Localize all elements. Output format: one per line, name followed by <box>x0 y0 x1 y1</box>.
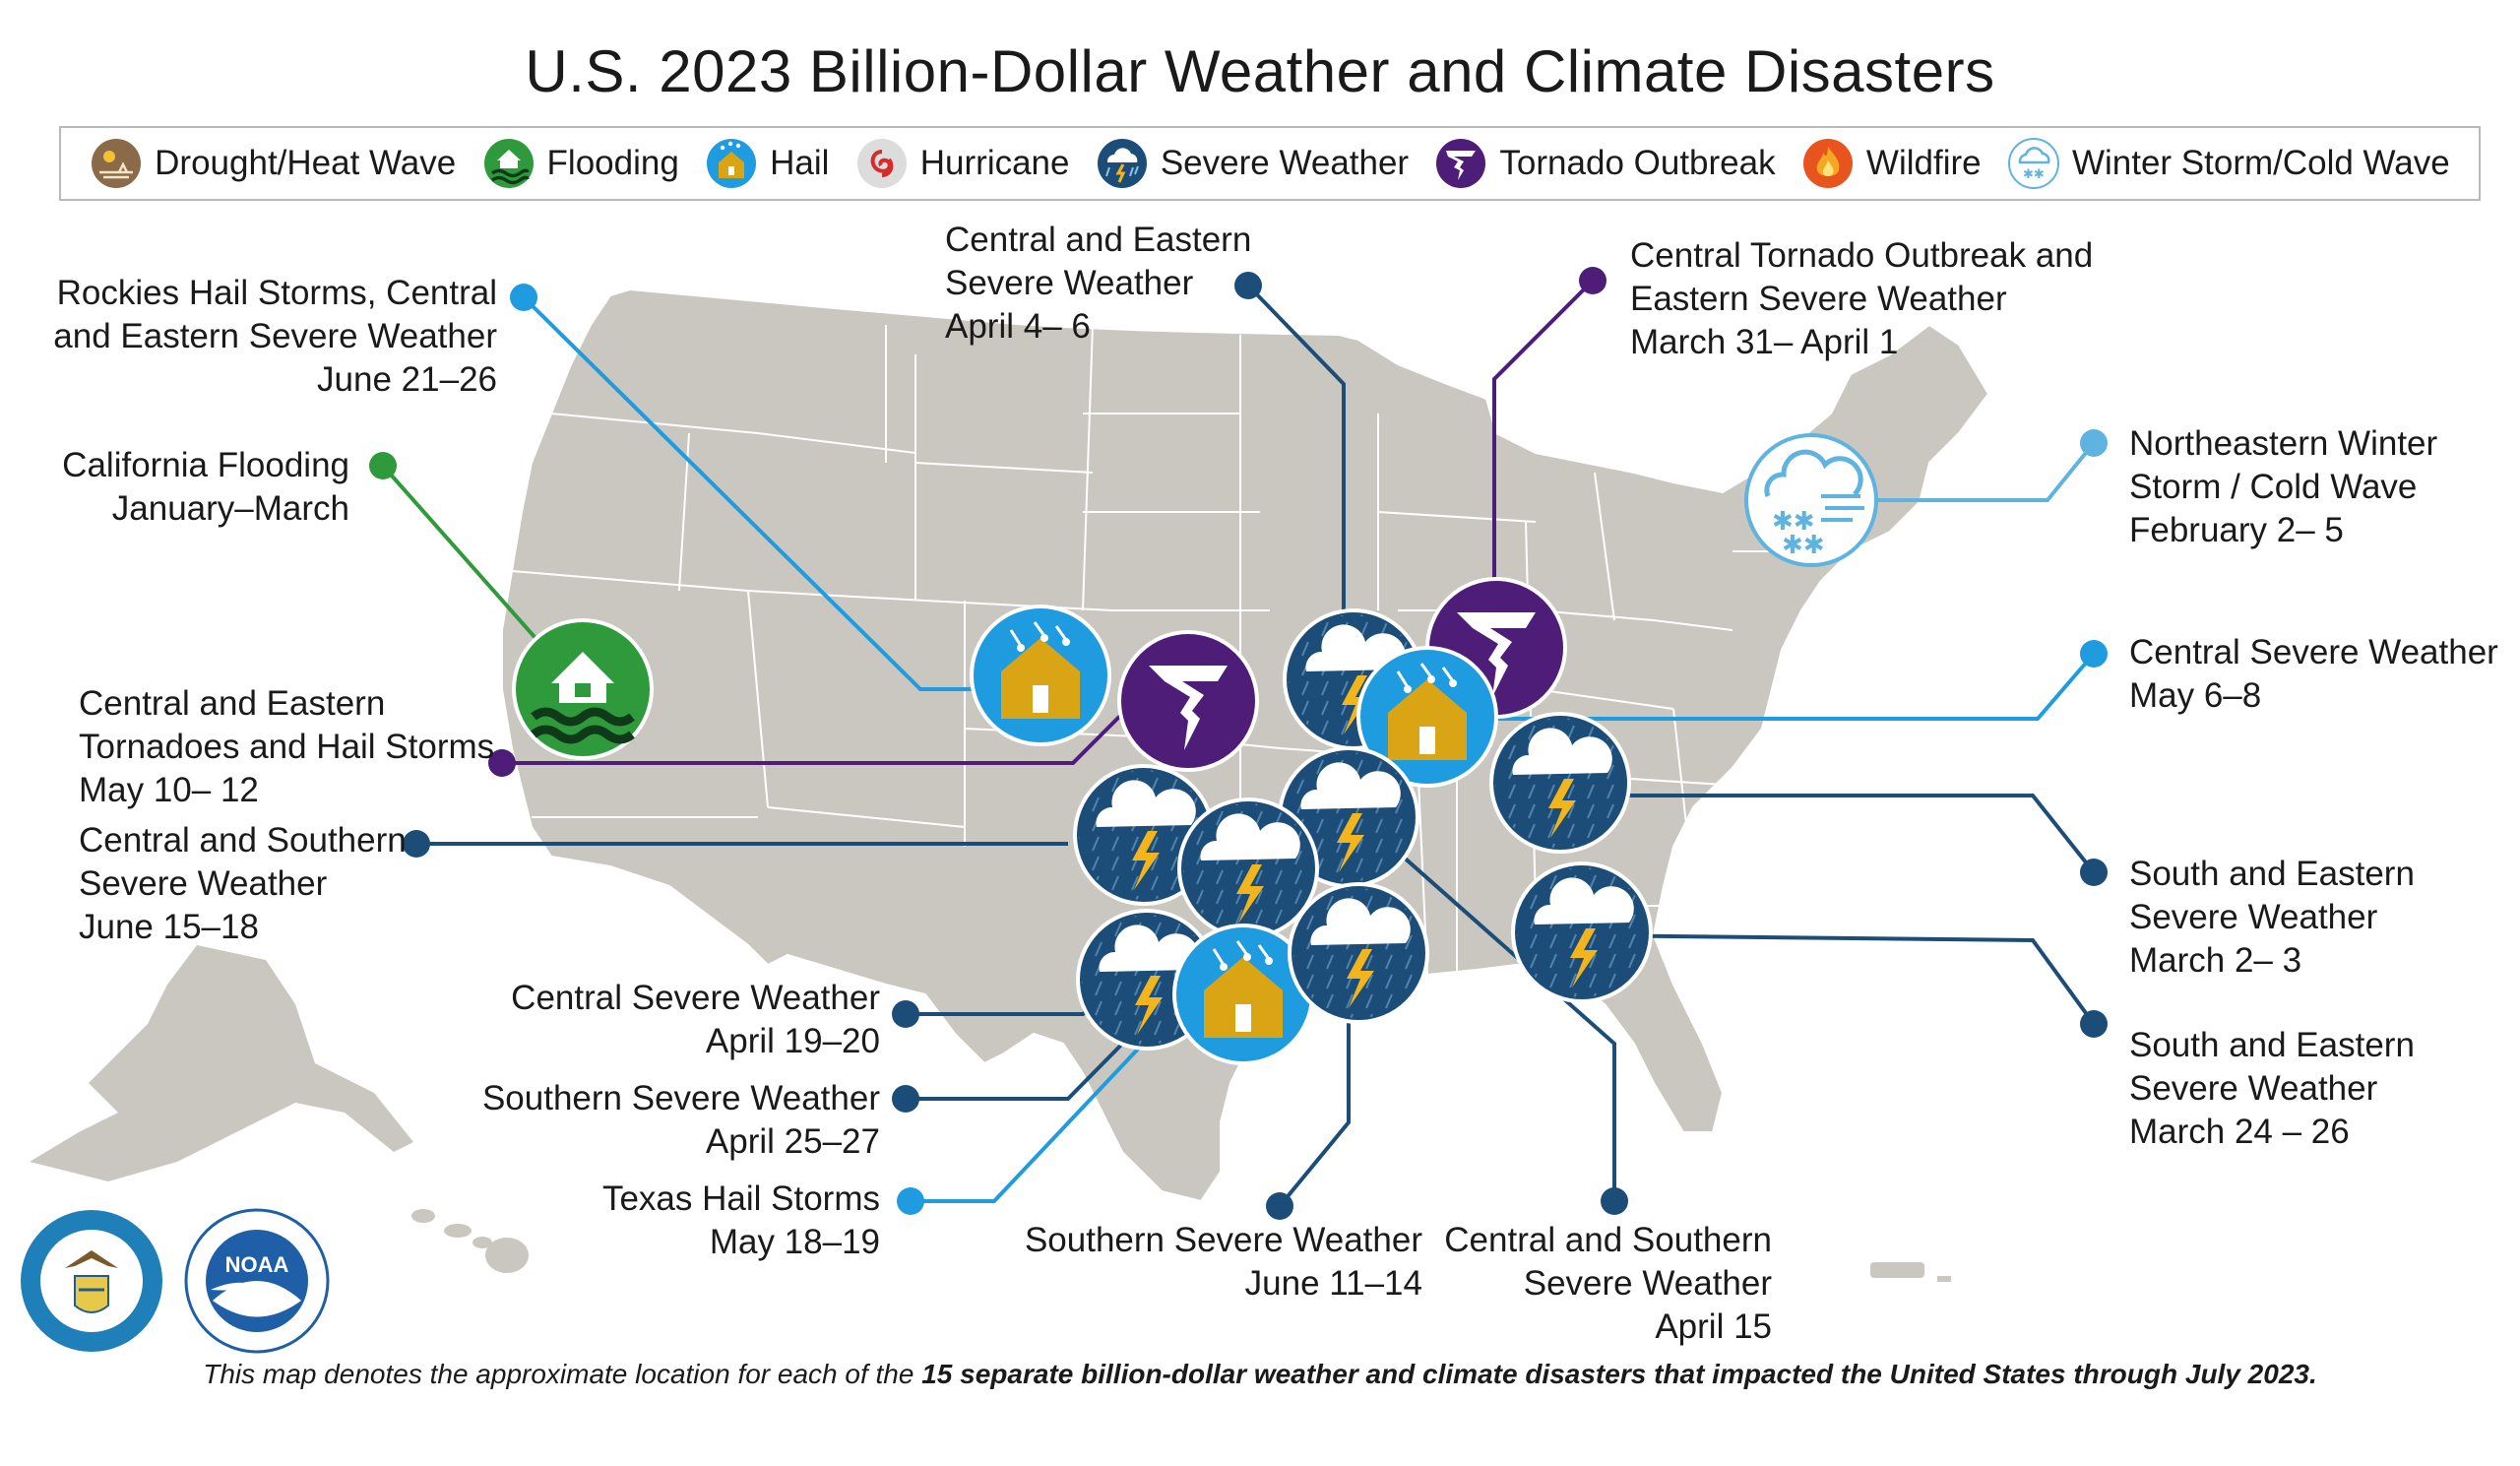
label-rockies-hail: Rockies Hail Storms, Central and Eastern … <box>53 274 497 399</box>
state-borders <box>511 324 1831 976</box>
department-of-commerce-seal <box>21 1210 162 1352</box>
legend-item-hail: Hail <box>705 137 829 190</box>
tornado-icon <box>1436 139 1486 188</box>
footnote: This map denotes the approximate locatio… <box>0 1359 2520 1390</box>
noaa-logo: NOAA <box>184 1208 330 1354</box>
label-central-severe-may6: Central Severe Weather May 6–8 <box>2129 633 2498 715</box>
label-california-flooding: California Flooding January–March <box>62 446 349 528</box>
label-central-severe-april19: Central Severe Weather April 19–20 <box>511 979 880 1060</box>
label-south-eastern-march2: South and Eastern Severe Weather March 2– … <box>2129 855 2415 980</box>
svg-text:✱✱: ✱✱ <box>2023 167 2045 182</box>
leader-northeastern-winter <box>1870 441 2096 502</box>
legend-item-wildfire: Wildfire <box>1801 137 1982 190</box>
severe-weather-icon <box>1511 861 1653 1003</box>
leader-texas-hail <box>911 1022 1164 1203</box>
leader-southern-june11 <box>1278 994 1351 1208</box>
legend-item-winter-storm: ✱✱ Winter Storm/Cold Wave <box>2007 137 2450 190</box>
legend-label-tornado: Tornado Outbreak <box>1499 144 1776 182</box>
label-southern-severe-april25: Southern Severe Weather April 25–27 <box>481 1079 880 1161</box>
leader-south-eastern-march24 <box>1579 933 2096 1026</box>
legend: Drought/Heat Wave Flooding Hail Hurrican… <box>59 126 2481 201</box>
alaska-land <box>30 945 413 1181</box>
svg-text:NOAA: NOAA <box>225 1252 289 1277</box>
label-central-southern-april15: Central and Southern Severe Weather April … <box>1444 1221 1772 1346</box>
leader-southern-april25 <box>906 1022 1144 1101</box>
hurricane-icon <box>856 139 907 188</box>
severe-weather-icon <box>1097 139 1147 188</box>
label-southern-severe-june11: Southern Severe Weather June 11–14 <box>1024 1221 1422 1303</box>
legend-label-hail: Hail <box>770 144 830 182</box>
legend-item-hurricane: Hurricane <box>855 137 1070 190</box>
label-northeastern-winter: Northeastern Winter Storm / Cold Wave Febr… <box>2129 424 2438 549</box>
label-south-eastern-march24: South and Eastern Severe Weather March 24 … <box>2129 1026 2415 1151</box>
hawaii-islands <box>411 1209 529 1273</box>
flooding-icon <box>483 139 534 188</box>
page-title: U.S. 2023 Billion-Dollar Weather and Cli… <box>525 38 1995 104</box>
legend-label-wildfire: Wildfire <box>1865 144 1982 182</box>
legend-label-severe-weather: Severe Weather <box>1160 144 1410 182</box>
label-central-tornado-march31: Central Tornado Outbreak and Eastern Seve… <box>1630 236 2094 361</box>
leader-south-eastern-march2 <box>1575 794 2096 874</box>
legend-item-drought: Drought/Heat Wave <box>90 137 456 190</box>
flooding-icon <box>514 620 652 758</box>
puerto-rico-land <box>1870 1262 1924 1278</box>
leader-lines <box>381 279 2096 1208</box>
label-tornadoes-hail-storms: Central and Eastern Tornadoes and Hail St… <box>79 684 495 809</box>
severe-weather-icon <box>1489 712 1631 854</box>
wildfire-icon <box>1802 139 1853 188</box>
winter-storm-icon: ✱✱ <box>2007 138 2059 189</box>
severe-weather-icon <box>1288 882 1429 1024</box>
leader-tornadoes-hail <box>502 712 1124 765</box>
leader-rockies-hail <box>522 295 984 691</box>
legend-label-drought: Drought/Heat Wave <box>155 144 457 182</box>
tornado-icon <box>1117 630 1259 772</box>
virgin-islands-land <box>1937 1276 1951 1282</box>
footnote-text: This map denotes the approximate locatio… <box>203 1359 922 1389</box>
legend-label-winter-storm: Winter Storm/Cold Wave <box>2071 144 2450 182</box>
severe-weather-icon <box>1177 797 1319 939</box>
legend-item-tornado: Tornado Outbreak <box>1434 137 1776 190</box>
leader-central-tornado-march31 <box>1492 279 1595 669</box>
winter-storm-icon <box>1746 435 1876 565</box>
hail-icon <box>707 139 757 188</box>
hail-icon <box>970 605 1111 746</box>
label-central-eastern-april4: Central and Eastern Severe Weather April 4… <box>945 221 1252 346</box>
leader-central-eastern-april4 <box>1246 284 1346 679</box>
leader-central-southern-april15 <box>1356 815 1616 1201</box>
label-texas-hail: Texas Hail Storms May 18–19 <box>601 1179 880 1261</box>
legend-label-hurricane: Hurricane <box>919 144 1070 182</box>
footnote-bold-text: 15 separate billion-dollar weather and c… <box>921 1359 2317 1389</box>
leader-dots <box>369 267 2108 1220</box>
legend-item-flooding: Flooding <box>482 137 679 190</box>
leader-central-may6 <box>1427 652 2096 721</box>
legend-label-flooding: Flooding <box>546 144 679 182</box>
legend-item-severe-weather: Severe Weather <box>1096 137 1409 190</box>
label-central-southern-june: Central and Southern Severe Weather June 1… <box>79 821 407 946</box>
drought-heat-icon <box>92 139 142 188</box>
